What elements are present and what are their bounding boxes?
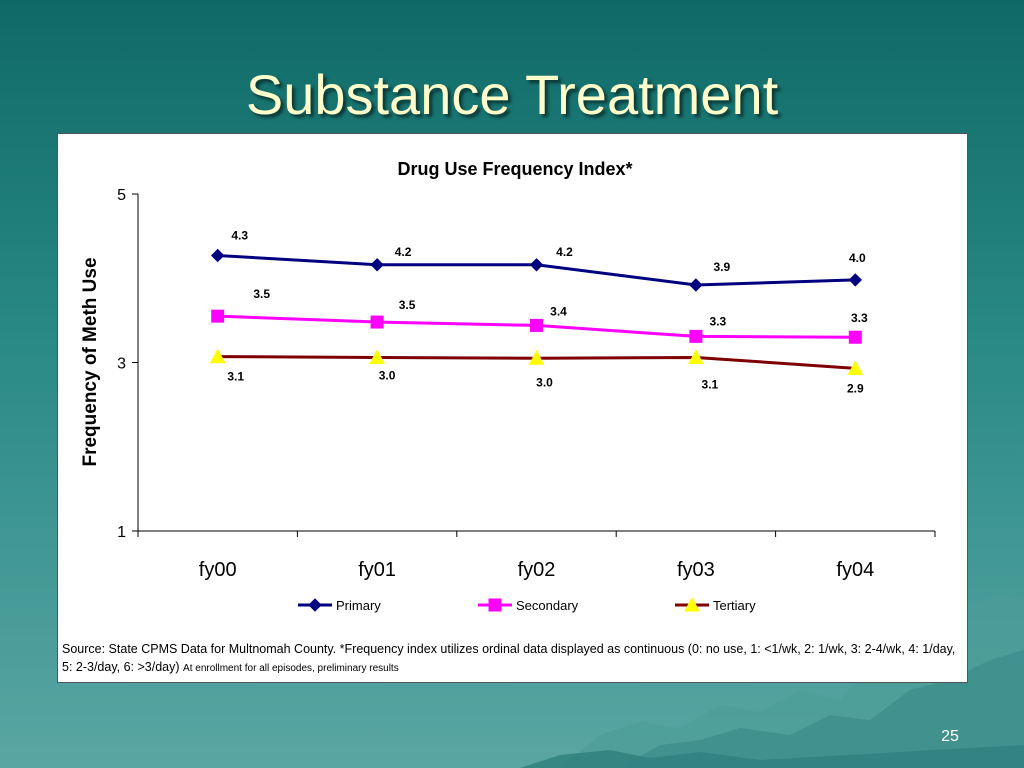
x-tick-label: fy03: [677, 559, 715, 581]
triangle-marker: [528, 350, 545, 365]
square-marker: [530, 318, 543, 332]
data-label: 3.0: [379, 368, 396, 382]
triangle-marker: [688, 349, 704, 364]
data-label: 3.5: [399, 298, 416, 312]
diamond-marker: [308, 598, 322, 612]
source-small-text: At enrollment for all episodes, prelimin…: [183, 663, 399, 674]
x-tick-label: fy00: [199, 559, 237, 581]
slide-title: Substance Treatment: [245, 63, 779, 126]
legend-label: Secondary: [516, 598, 579, 613]
square-marker: [370, 315, 384, 329]
square-marker: [488, 598, 502, 612]
chart-panel: Drug Use Frequency Index* Frequency of M…: [57, 133, 968, 683]
line-chart: Drug Use Frequency Index* Frequency of M…: [80, 159, 936, 613]
diamond-marker: [529, 258, 544, 272]
diamond-marker: [210, 248, 225, 263]
axes: 1 3 5 fy00 fy01 fy02 fy03 fy04: [117, 187, 936, 581]
series-layer: 4.34.2 4.23.94.03.53.5 3.43.3 3.33.1 3.0 3.0 3…: [209, 229, 868, 395]
legend-item-secondary: Secondary: [478, 598, 579, 613]
data-label: 3.0: [536, 375, 553, 389]
data-label: 3.1: [227, 370, 244, 384]
data-label: 2.9: [847, 381, 864, 395]
y-tick-label: 5: [117, 187, 126, 204]
y-tick-label: 3: [117, 356, 126, 373]
square-marker: [211, 309, 225, 323]
source-main-text: Source: State CPMS Data for Multnomah Co…: [62, 642, 956, 674]
diamond-marker: [689, 278, 703, 292]
triangle-marker: [369, 349, 385, 364]
series-secondary: 3.5 3.5 3.4 3.3 3.3: [211, 287, 868, 344]
series-primary: 4.3 4.2 4.2 3.9 4.0: [210, 229, 866, 292]
diamond-marker: [848, 273, 863, 287]
legend: Primary Secondary Tertiary: [298, 596, 756, 613]
triangle-marker: [847, 360, 864, 375]
x-tick-label: fy02: [518, 559, 556, 581]
y-tick-label: 1: [117, 524, 126, 541]
data-label: 4.2: [556, 245, 573, 259]
source-note: Source: State CPMS Data for Multnomah Co…: [62, 640, 962, 678]
data-label: 3.5: [253, 287, 270, 301]
data-label: 4.0: [849, 251, 866, 265]
legend-item-tertiary: Tertiary: [675, 596, 756, 613]
triangle-marker: [684, 596, 700, 612]
data-label: 3.3: [710, 314, 727, 328]
square-marker: [689, 329, 703, 343]
y-axis-label: Frequency of Meth Use: [80, 257, 101, 466]
data-label: 3.9: [714, 260, 731, 274]
legend-label: Tertiary: [713, 598, 756, 613]
data-label: 3.3: [851, 311, 868, 325]
chart-title: Drug Use Frequency Index*: [397, 159, 632, 179]
diamond-marker: [370, 258, 384, 272]
x-tick-label: fy01: [358, 559, 396, 581]
data-label: 4.2: [395, 245, 412, 259]
x-tick-label: fy04: [836, 559, 874, 581]
data-label: 4.3: [231, 229, 248, 243]
page-number: 25: [941, 728, 959, 745]
legend-item-primary: Primary: [298, 598, 381, 613]
triangle-marker: [209, 348, 226, 364]
data-label: 3.4: [550, 304, 567, 318]
series-tertiary: 3.1 3.0 3.0 3.1 2.9: [209, 348, 864, 395]
data-label: 3.1: [702, 377, 719, 391]
square-marker: [848, 330, 862, 344]
legend-label: Primary: [336, 598, 381, 613]
